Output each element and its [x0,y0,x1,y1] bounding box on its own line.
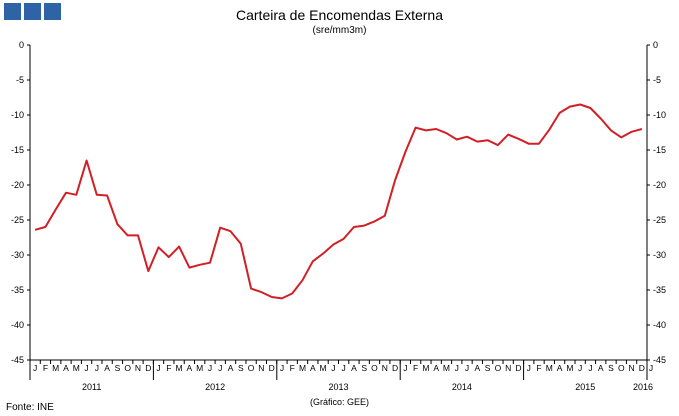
y-tick-label-right: -10 [653,110,666,120]
y-tick-label-left: -15 [11,145,24,155]
y-tick-label-left: -35 [11,285,24,295]
month-label: J [527,363,531,373]
month-label: J [84,363,88,373]
month-label: A [187,363,193,373]
source-note: Fonte: INE [6,402,54,413]
month-label: J [649,363,653,373]
month-label: M [566,363,573,373]
month-label: J [280,363,284,373]
month-label: M [443,363,450,373]
month-label: F [43,363,48,373]
y-tick-label-right: -5 [653,75,661,85]
month-label: M [52,363,59,373]
month-label: O [124,363,131,373]
month-label: S [361,363,367,373]
month-label: J [33,363,37,373]
month-label: F [536,363,541,373]
month-label: J [465,363,469,373]
month-label: N [505,363,511,373]
y-tick-label-left: -40 [11,320,24,330]
y-tick-label-left: -20 [11,180,24,190]
month-label: S [238,363,244,373]
y-tick-label-right: 0 [653,40,658,50]
month-label: J [455,363,459,373]
month-label: F [166,363,171,373]
month-label: M [546,363,553,373]
y-tick-label-left: -45 [11,355,24,365]
month-label: S [608,363,614,373]
month-label: N [629,363,635,373]
month-label: A [104,363,110,373]
month-label: O [495,363,502,373]
credit-note: (Gráfico: GEE) [309,397,369,407]
month-label: N [135,363,141,373]
month-label: M [176,363,183,373]
month-label: J [156,363,160,373]
month-label: D [145,363,151,373]
year-label: 2011 [82,382,101,392]
month-label: O [248,363,255,373]
month-label: J [578,363,582,373]
month-label: A [310,363,316,373]
y-tick-label-left: -25 [11,215,24,225]
month-label: A [598,363,604,373]
y-tick-label-right: -35 [653,285,666,295]
month-label: J [331,363,335,373]
month-label: M [196,363,203,373]
month-label: M [422,363,429,373]
month-label: A [228,363,234,373]
y-tick-label-right: -30 [653,250,666,260]
month-label: A [351,363,357,373]
month-label: M [320,363,327,373]
month-label: F [413,363,418,373]
month-label: N [258,363,264,373]
month-label: A [433,363,439,373]
month-label: J [95,363,99,373]
y-tick-label-right: -45 [653,355,666,365]
chart-subtitle: (sre/mm3m) [312,25,367,36]
logo [4,3,61,20]
year-label: 2015 [575,382,595,392]
y-tick-label-right: -20 [653,180,666,190]
logo-square-3 [44,3,61,20]
data-line [34,103,643,300]
month-label: S [115,363,121,373]
year-label: 2014 [452,382,472,392]
month-label: F [290,363,295,373]
month-label: S [485,363,491,373]
month-label: O [618,363,625,373]
year-label: 2012 [205,382,225,392]
month-label: J [208,363,212,373]
month-label: J [342,363,346,373]
y-tick-label-left: -30 [11,250,24,260]
month-label: D [392,363,398,373]
month-label: O [371,363,378,373]
logo-square-1 [4,3,21,20]
y-tick-label-left: -5 [16,75,24,85]
month-label: D [515,363,521,373]
month-label: D [269,363,275,373]
y-tick-label-right: -15 [653,145,666,155]
logo-square-2 [24,3,41,20]
month-label: J [218,363,222,373]
y-tick-label-left: 0 [19,40,24,50]
month-label: J [588,363,592,373]
y-tick-label-right: -25 [653,215,666,225]
year-label: 2013 [328,382,348,392]
month-label: M [73,363,80,373]
month-label: J [403,363,407,373]
month-label: D [639,363,645,373]
month-label: N [382,363,388,373]
chart-title: Carteira de Encomendas Externa [236,7,443,23]
month-label: A [474,363,480,373]
month-label: A [557,363,563,373]
month-label: A [63,363,69,373]
y-tick-label-right: -40 [653,320,666,330]
year-label: 2016 [633,382,653,392]
month-label: M [299,363,306,373]
y-tick-label-left: -10 [11,110,24,120]
